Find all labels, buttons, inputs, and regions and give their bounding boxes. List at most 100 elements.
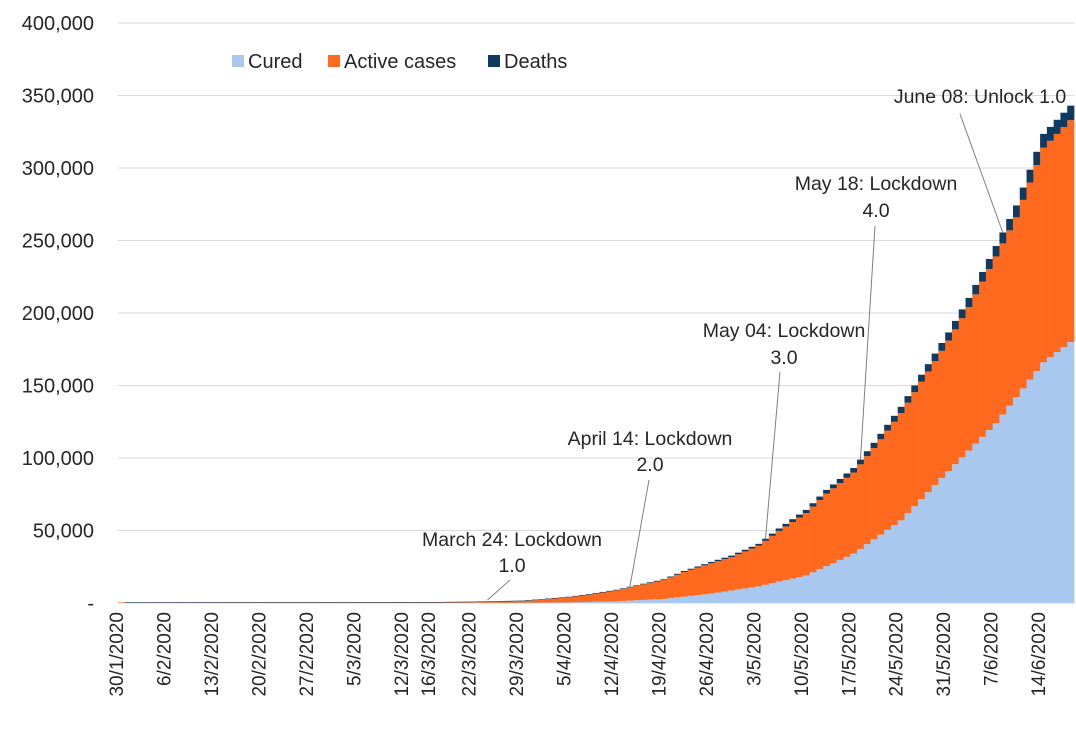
bar-deaths: [585, 594, 593, 595]
legend-label: Active cases: [344, 51, 456, 73]
bar-deaths: [843, 473, 851, 478]
bar-cured: [714, 592, 722, 603]
bar-deaths: [368, 602, 376, 603]
bar-cured: [762, 584, 770, 603]
bar-active: [863, 456, 871, 545]
bar-deaths: [1053, 119, 1061, 134]
bar-active: [768, 535, 777, 584]
bar-cured: [1019, 388, 1027, 603]
bar-active: [924, 371, 932, 493]
bar-active: [802, 513, 810, 576]
bar-deaths: [145, 602, 153, 603]
x-tick-label: 3/5/2020: [744, 612, 765, 686]
bar-active: [741, 551, 749, 589]
bar-deaths: [972, 284, 980, 295]
bar-active: [606, 591, 614, 602]
bar-deaths: [273, 602, 282, 603]
bar-active: [755, 545, 763, 587]
bar-deaths: [816, 496, 824, 501]
bar-cured: [1067, 342, 1075, 603]
bar-active: [911, 392, 919, 507]
bar-cured: [640, 599, 648, 603]
bar-deaths: [131, 602, 139, 603]
bar-active: [1012, 217, 1021, 398]
bar-deaths: [1040, 133, 1048, 148]
bar-deaths: [457, 601, 465, 603]
legend-label: Cured: [248, 51, 302, 73]
x-tick-label: 17/5/2020: [839, 612, 860, 697]
bar-cured: [1026, 379, 1034, 603]
bar-active: [443, 602, 451, 603]
bar-deaths: [1060, 112, 1068, 128]
annotation-label-line2: 1.0: [498, 555, 525, 577]
bar-deaths: [511, 600, 519, 602]
bar-active: [1060, 127, 1068, 348]
bar-cured: [809, 572, 817, 603]
bar-active: [1033, 165, 1041, 371]
bar-cured: [890, 525, 899, 603]
bar-deaths: [979, 271, 987, 282]
bar-active: [728, 557, 736, 591]
bar-deaths: [748, 546, 756, 549]
bar-active: [646, 582, 654, 600]
bar-cured: [680, 596, 688, 603]
bar-deaths: [334, 602, 343, 603]
bar-active: [890, 421, 899, 526]
bar-deaths: [877, 433, 885, 440]
bar-cured: [911, 506, 919, 603]
x-tick-label: 12/4/2020: [602, 612, 623, 697]
bar-active: [816, 500, 824, 570]
bar-cured: [789, 578, 797, 603]
bar-deaths: [579, 594, 587, 596]
bar-cured: [565, 602, 573, 603]
bar-deaths: [863, 451, 871, 457]
bar-deaths: [626, 586, 634, 588]
bar-deaths: [212, 602, 221, 603]
bar-deaths: [612, 589, 621, 591]
bar-active: [965, 306, 973, 451]
bar-deaths: [897, 406, 905, 414]
bar-deaths: [402, 602, 410, 603]
bar-deaths: [707, 561, 716, 564]
bar-cured: [694, 595, 702, 603]
bar-deaths: [253, 602, 261, 603]
annotation-label-line2: 2.0: [636, 454, 663, 476]
x-tick-label: 16/3/2020: [419, 612, 440, 697]
bar-cured: [782, 580, 790, 603]
x-tick-label: 24/5/2020: [887, 612, 908, 697]
bar-active: [938, 350, 946, 479]
bar-active: [653, 581, 661, 600]
bar-active: [897, 413, 905, 521]
bar-cured: [1040, 362, 1048, 603]
bar-deaths: [294, 602, 302, 603]
bar-deaths: [558, 597, 566, 598]
bar-deaths: [179, 602, 187, 603]
bar-deaths: [870, 442, 878, 449]
bar-deaths: [165, 602, 173, 603]
bar-cured: [755, 586, 763, 603]
bar-active: [992, 256, 1000, 424]
bar-cured: [863, 544, 871, 603]
bar-active: [1053, 133, 1061, 353]
bar-active: [457, 602, 465, 603]
bar-active: [694, 567, 702, 596]
bar-deaths: [219, 602, 227, 603]
bar-active: [592, 593, 600, 602]
bar-deaths: [829, 484, 838, 489]
bar-active: [612, 590, 621, 602]
x-tick-label: 5/3/2020: [344, 612, 365, 686]
bar-active: [958, 318, 966, 458]
bar-deaths: [782, 523, 790, 527]
bar-active: [870, 448, 878, 540]
bar-deaths: [301, 602, 309, 603]
bar-cured: [748, 587, 756, 603]
bar-active: [640, 584, 648, 600]
bar-cured: [816, 569, 824, 603]
bar-deaths: [680, 571, 688, 572]
bar-deaths: [775, 528, 783, 531]
legend-label: Deaths: [504, 51, 567, 73]
bar-deaths: [992, 246, 1000, 257]
bar-deaths: [124, 602, 132, 603]
bar-cured: [606, 601, 614, 603]
bar-deaths: [728, 555, 736, 558]
